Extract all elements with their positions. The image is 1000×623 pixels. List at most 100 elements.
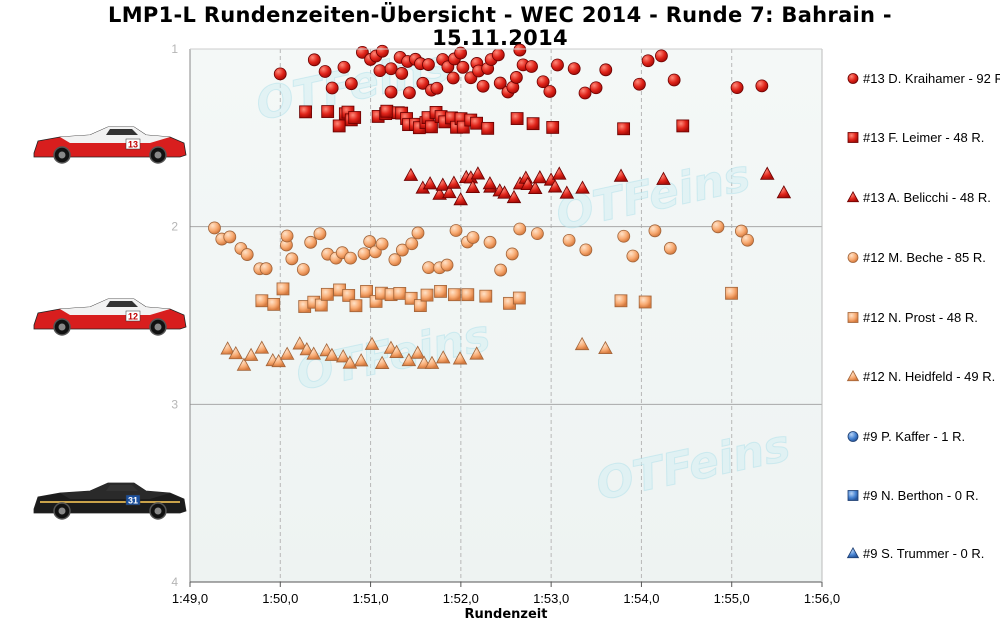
data-point [476, 79, 490, 93]
legend-marker-triangle [846, 546, 860, 559]
data-point [285, 252, 299, 266]
car-hub [58, 507, 66, 515]
data-point [279, 346, 295, 360]
car-number: 12 [128, 312, 138, 322]
data-point [513, 43, 527, 57]
data-point [525, 60, 538, 73]
data-point [617, 229, 631, 243]
car-number: 13 [128, 140, 138, 150]
data-point [435, 350, 451, 364]
data-point [395, 67, 409, 80]
data-points [208, 43, 792, 371]
data-point [314, 298, 328, 312]
data-point [243, 347, 259, 361]
data-point [434, 285, 447, 298]
data-point [734, 224, 748, 238]
data-point [512, 291, 526, 305]
data-point [413, 299, 427, 313]
data-point [725, 286, 738, 300]
data-point [676, 119, 690, 133]
legend-item: #9 P. Kaffer - 1 R. [846, 428, 965, 444]
plot-area [190, 49, 822, 582]
data-point [741, 233, 754, 247]
legend-item: #12 N. Prost - 48 R. [846, 309, 978, 325]
y-tick-label: 3 [171, 397, 178, 411]
x-tick-label: 1:56,0 [804, 591, 840, 606]
x-axis-title: Rundenzeit [465, 607, 548, 622]
chart-title-line1: LMP1-L Rundenzeiten-Übersicht - WEC 2014… [108, 3, 892, 27]
data-point [559, 185, 575, 199]
legend-item: #13 D. Kraihamer - 92 R. [846, 70, 1000, 86]
data-point [543, 85, 557, 98]
data-point [589, 81, 603, 95]
data-point [313, 227, 327, 241]
data-point [470, 116, 484, 130]
data-point [551, 58, 564, 72]
data-point [342, 355, 358, 369]
chart-title-line2: 15.11.2014 [432, 26, 568, 50]
data-point [393, 287, 407, 300]
y-tick-label: 4 [171, 575, 178, 589]
data-point [432, 186, 447, 200]
data-point [236, 357, 252, 371]
data-point [452, 351, 468, 365]
data-point [299, 342, 315, 356]
data-point [422, 176, 438, 190]
axes: 1:49,0 1:50,0 1:51,0 1:52,0 1:53,0 1:54,0 1:55… [171, 42, 840, 622]
data-point [536, 75, 550, 89]
data-point [380, 104, 394, 118]
data-point [389, 344, 404, 358]
data-point [469, 346, 484, 360]
car-hub [154, 151, 162, 159]
data-point [598, 340, 613, 355]
data-point [655, 49, 668, 63]
data-point [648, 224, 662, 238]
data-point [280, 229, 294, 243]
data-point [506, 189, 522, 204]
x-tick-label: 1:54,0 [623, 591, 659, 606]
data-point [513, 222, 527, 236]
data-point [220, 341, 235, 355]
data-point [388, 253, 402, 267]
data-point [442, 184, 457, 199]
data-point [405, 237, 419, 251]
data-point [401, 352, 417, 367]
data-point [578, 86, 592, 100]
data-point [320, 287, 334, 301]
data-point [384, 85, 398, 99]
legend-marker-shape [847, 252, 859, 263]
data-point [527, 180, 543, 195]
car-stripe [40, 501, 180, 503]
legend-marker-square [847, 312, 859, 323]
data-point [759, 166, 775, 180]
data-point [318, 65, 332, 78]
legend-label: #13 A. Belicchi - 48 R. [863, 189, 991, 205]
data-point [240, 248, 254, 261]
data-point [547, 179, 563, 193]
data-point [520, 176, 536, 191]
legend-marker-shape [846, 190, 860, 203]
data-point [494, 263, 508, 277]
data-point [395, 243, 409, 257]
data-point [271, 353, 286, 368]
data-point [344, 251, 357, 265]
legend-marker-shape [847, 490, 859, 501]
data-point [342, 289, 356, 302]
data-point [337, 60, 351, 74]
data-point [454, 46, 467, 60]
data-point [776, 185, 792, 199]
data-point [332, 119, 346, 133]
legend-marker-shape [846, 369, 860, 382]
legend-marker-shape [847, 312, 859, 323]
data-point [363, 235, 377, 248]
data-point [599, 63, 613, 77]
car-hub [58, 151, 66, 159]
data-point [440, 258, 454, 272]
data-point [353, 353, 369, 367]
x-tick-label: 1:49,0 [172, 591, 208, 606]
legend-label: #13 F. Leimer - 48 R. [863, 129, 985, 145]
data-point [448, 288, 461, 302]
data-point [567, 62, 581, 75]
legend-marker-circle [847, 252, 859, 263]
